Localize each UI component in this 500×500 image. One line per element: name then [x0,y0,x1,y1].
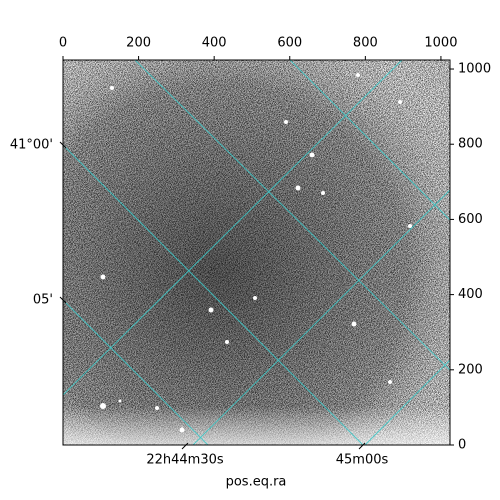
ra-tick [181,442,189,450]
plot-frame [62,59,451,446]
x-tick-label: 400 [202,36,227,51]
y-tick-label: 0 [458,438,466,453]
x-tick-label: 0 [59,36,67,51]
dec-tick [59,296,67,304]
ra-tick [358,442,366,450]
ra-tick-label: 22h44m30s [146,453,224,468]
x-tick-label: 1000 [424,36,457,51]
sky-image [63,60,450,445]
y-tick-label: 600 [458,212,483,227]
x-tick-label: 200 [126,36,151,51]
y-tick-label: 1000 [458,62,491,77]
y-tick-label: 200 [458,362,483,377]
dec-tick-label: 05' [33,293,53,308]
dec-tick-label: 41°00' [10,138,53,153]
x-tick-label: 800 [353,36,378,51]
y-tick-label: 800 [458,137,483,152]
y-tick-label: 400 [458,287,483,302]
ra-tick-label: 45m00s [336,453,389,468]
dec-tick [59,141,67,149]
x-axis-label: pos.eq.ra [226,475,287,490]
x-tick-label: 600 [277,36,302,51]
